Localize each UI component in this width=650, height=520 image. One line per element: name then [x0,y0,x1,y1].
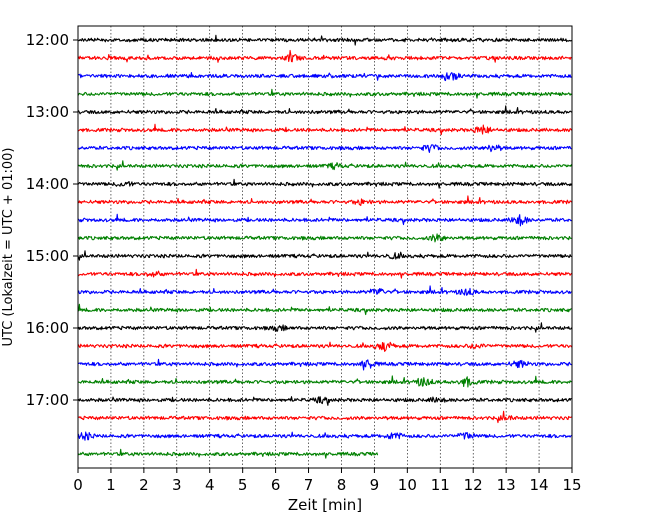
seismic-trace [77,213,572,227]
seismic-trace [77,285,572,296]
y-tick-label: 15:00 [26,247,69,265]
x-tick-label: 3 [172,476,182,494]
seismic-trace [77,123,572,136]
seismic-trace [77,396,572,406]
y-tick-label: 14:00 [26,175,69,193]
y-tick-label: 16:00 [26,319,69,337]
seismic-trace [77,160,573,171]
seismic-trace [77,250,572,261]
x-tick-label: 13 [497,476,516,494]
seismic-trace [77,375,572,388]
x-tick-label: 15 [562,476,581,494]
seismic-trace [77,195,572,207]
seismic-trace [77,178,573,189]
y-tick-label: 13:00 [26,103,69,121]
y-axis-label: UTC (Lokalzeit = UTC + 01:00) [1,148,16,347]
seismic-trace [77,144,572,153]
seismic-trace [77,49,572,63]
x-tick-label: 10 [398,476,417,494]
x-axis-ticks: 0 1 2 3 4 5 6 7 8 9 10 11 12 13 14 15 [73,468,582,494]
seismic-trace [77,268,572,279]
x-axis-label: Zeit [min] [288,496,362,514]
x-tick-label: 9 [370,476,380,494]
seismic-trace [77,322,572,333]
x-tick-label: 12 [464,476,483,494]
seismic-trace [77,88,572,99]
traces [77,34,573,459]
y-tick-label: 17:00 [26,391,69,409]
seismic-trace [77,448,379,459]
seismic-trace [77,34,572,46]
x-tick-label: 11 [431,476,450,494]
seismic-trace [77,410,572,424]
x-tick-label: 2 [139,476,149,494]
x-tick-label: 7 [304,476,314,494]
seismic-trace [77,431,572,441]
y-tick-label: 12:00 [26,31,69,49]
x-grid [110,26,540,468]
plot-frame [77,25,573,469]
x-tick-label: 4 [205,476,215,494]
seismic-trace [77,303,572,316]
seismic-trace [77,105,572,115]
x-tick-label: 1 [106,476,116,494]
x-tick-label: 5 [238,476,248,494]
seismic-trace [77,358,572,371]
seismic-trace [77,341,572,352]
x-tick-label: 14 [530,476,549,494]
seismic-trace [77,71,572,82]
y-axis-ticks: 12:00 13:00 14:00 15:00 16:00 17:00 [26,31,78,409]
seismic-trace [77,233,572,243]
x-tick-label: 0 [73,476,83,494]
x-tick-label: 8 [337,476,347,494]
x-tick-label: 6 [271,476,281,494]
